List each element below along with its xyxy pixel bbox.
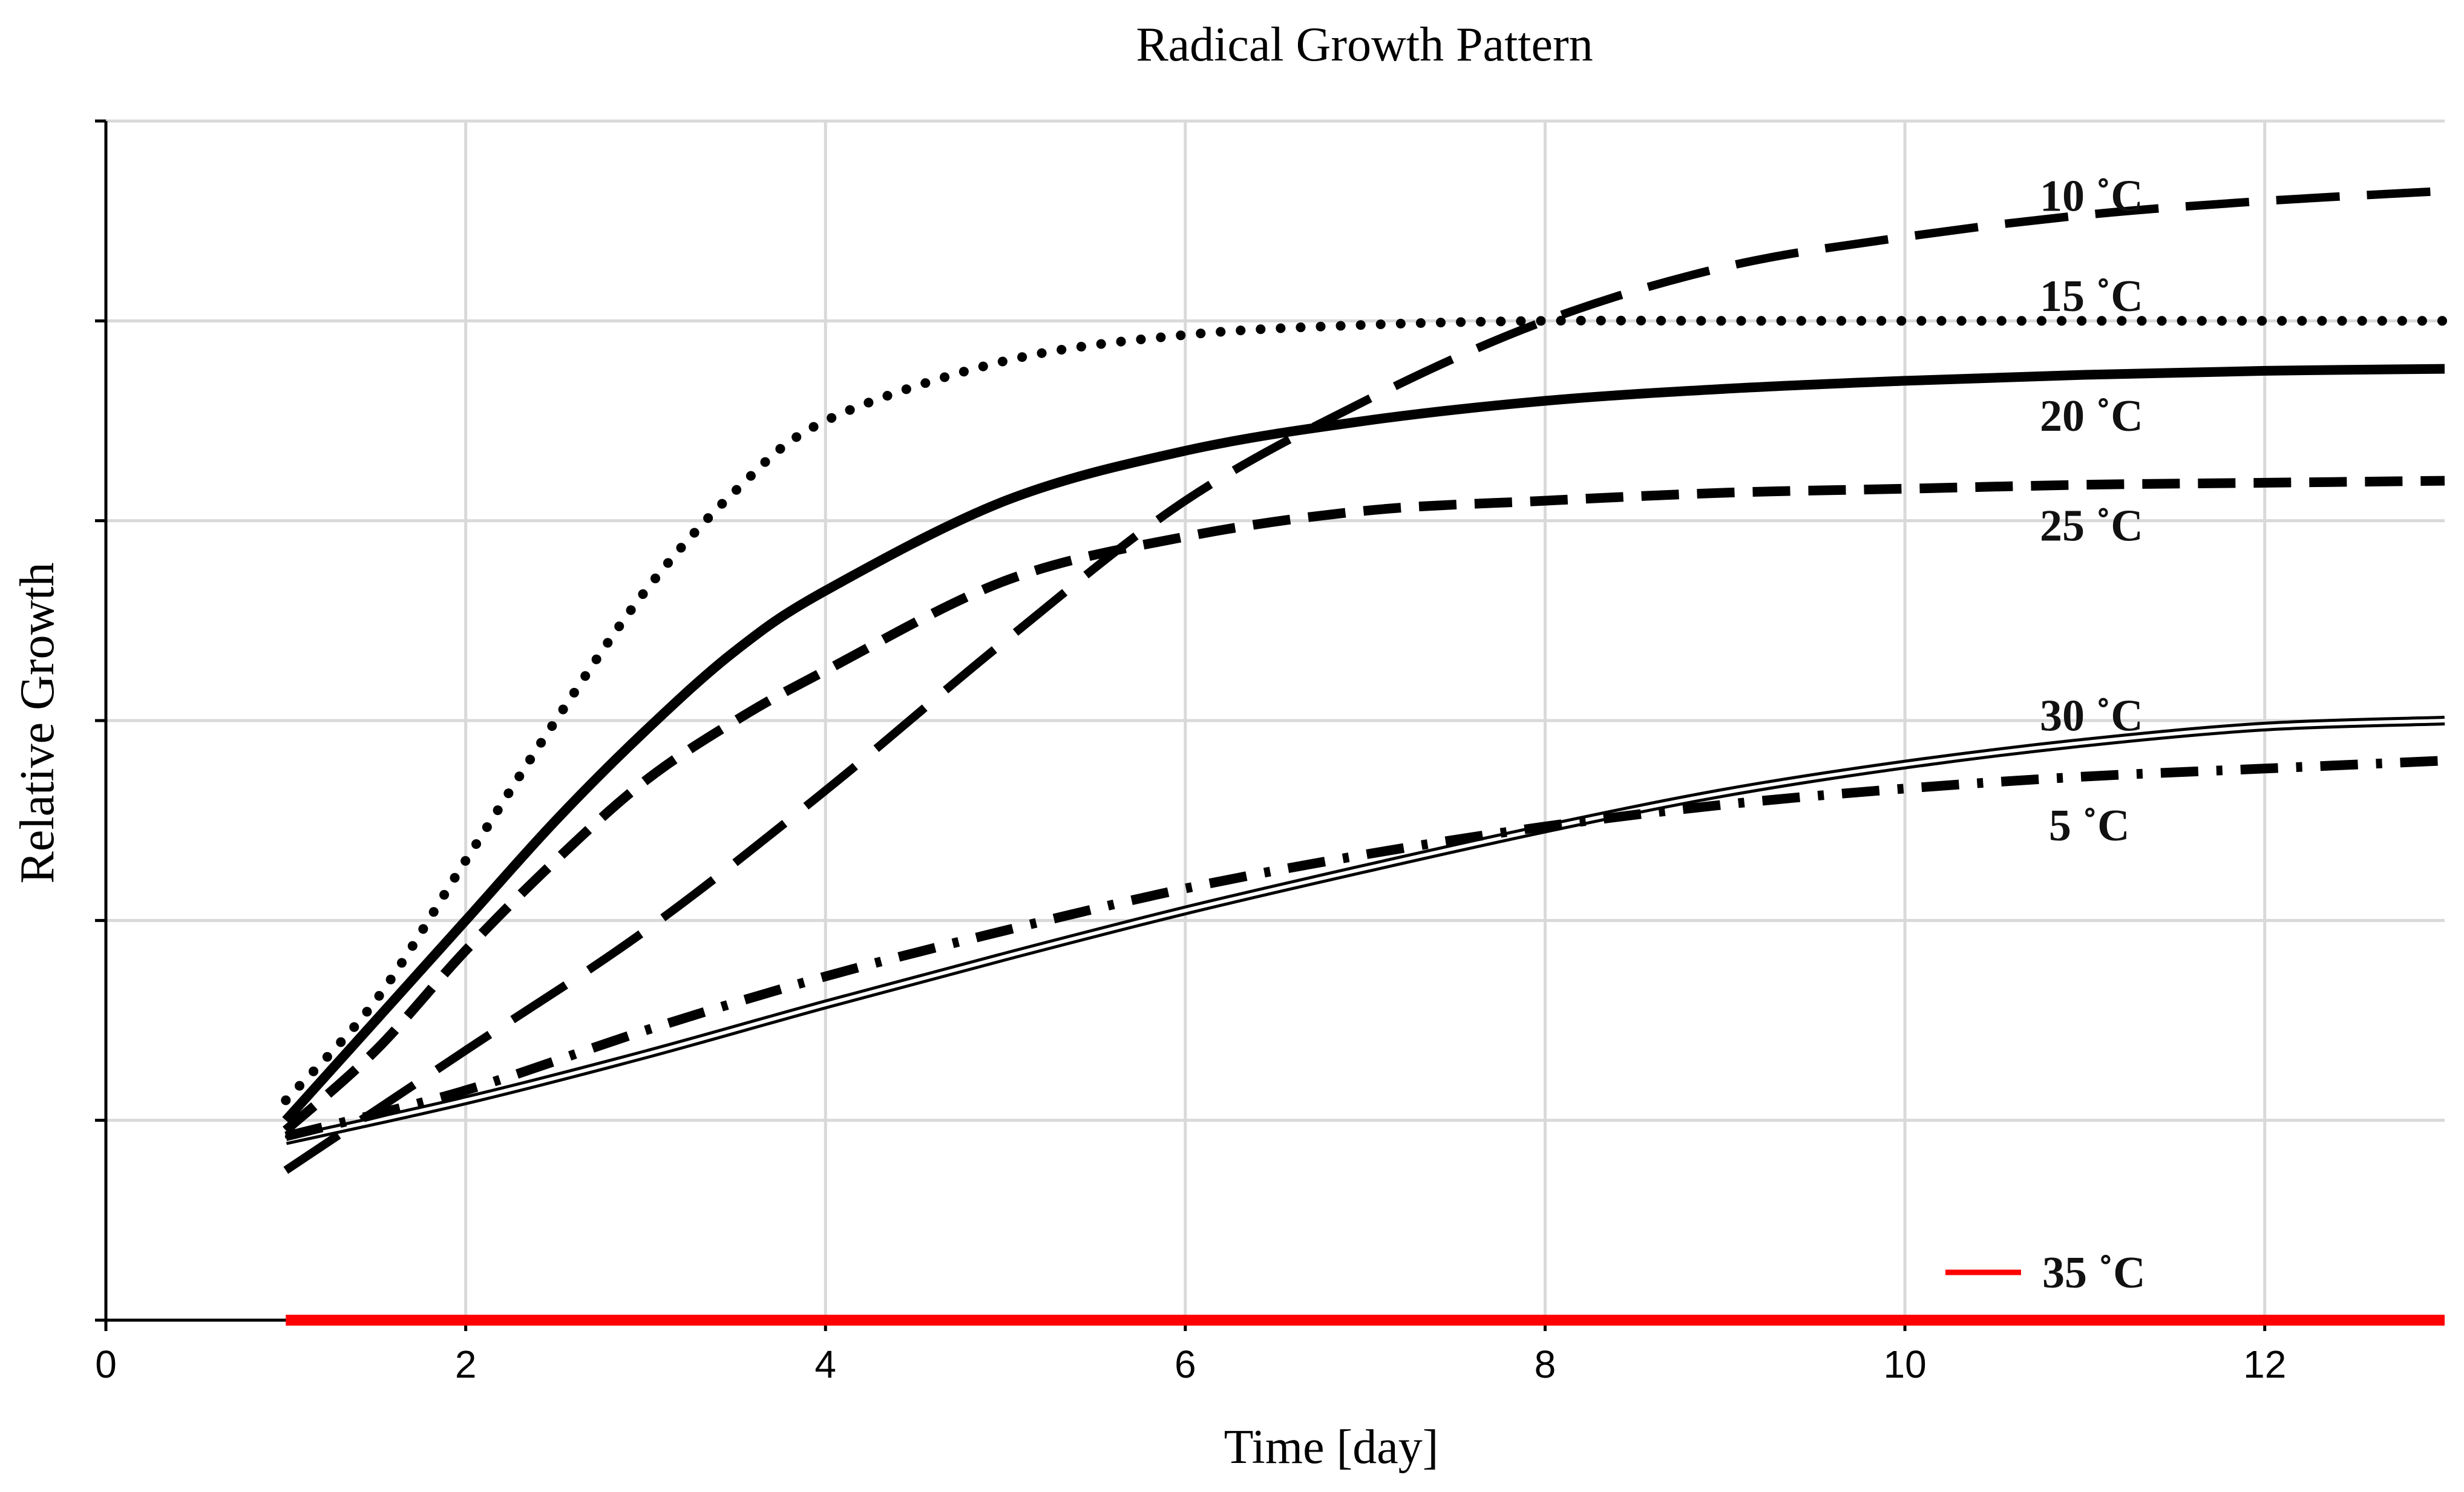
y-axis-label: Relative Growth: [11, 563, 64, 884]
x-tick-label: 0: [95, 1343, 117, 1386]
legend: 35 ˚C: [1945, 1248, 2146, 1298]
x-tick-label: 6: [1175, 1343, 1196, 1386]
series-label-10-c: 10 ˚C: [2040, 172, 2143, 221]
x-axis-label: Time [day]: [1224, 1421, 1439, 1474]
series-label-25-c: 25 ˚C: [2040, 502, 2143, 551]
series-line-5-c: [284, 756, 2445, 1141]
series-label-15-c: 15 ˚C: [2040, 272, 2143, 321]
series-label-20-c: 20 ˚C: [2040, 391, 2143, 441]
series-label-30-c: 30 ˚C: [2040, 692, 2143, 741]
x-tick-label: 4: [814, 1343, 836, 1386]
series-line-10-c: [283, 186, 2445, 1174]
series-line-20-c: [282, 364, 2445, 1124]
series-lines: [281, 186, 2449, 1326]
series-line-15-c: [281, 315, 2449, 1105]
series-line-30-c-inner: [285, 719, 2445, 1142]
chart-title: Radical Growth Pattern: [1136, 18, 1593, 71]
legend-label-35c: 35 ˚C: [2042, 1248, 2146, 1298]
series-line-30-c: [284, 716, 2445, 1145]
series-labels: 10 ˚C 15 ˚C 20 ˚C 25 ˚C 30 ˚C 5 ˚C: [2040, 172, 2143, 851]
series-label-5-c: 5 ˚C: [2049, 801, 2130, 851]
axis-ticks: 0 2 4 6 8 10 12: [95, 119, 2286, 1386]
x-tick-label: 10: [1883, 1343, 1926, 1386]
x-tick-label: 2: [455, 1343, 477, 1386]
series-line-25-c: [282, 476, 2445, 1134]
x-tick-label: 8: [1535, 1343, 1556, 1386]
x-tick-label: 12: [2243, 1343, 2286, 1386]
